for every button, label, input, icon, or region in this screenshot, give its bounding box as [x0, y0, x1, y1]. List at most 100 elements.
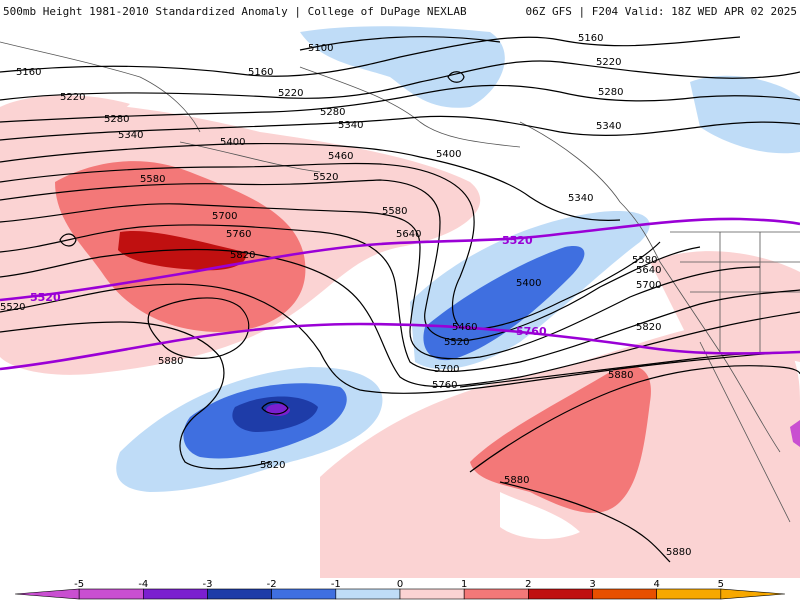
legend-tick-label: -3: [203, 579, 213, 590]
contour-label: 5160: [248, 67, 273, 78]
contour-5880-east: [469, 365, 800, 473]
contour-5880-south: [499, 481, 671, 563]
anomaly-region-pos3-west: [118, 231, 246, 271]
legend-tick-label: 1: [461, 579, 467, 590]
contour-label: 5520: [0, 302, 25, 313]
anomaly-region-neutral-gap: [500, 492, 580, 539]
contour-low-ring-south: [261, 401, 289, 415]
legend-tick-label: -1: [331, 579, 341, 590]
legend-tick-label: 0: [397, 579, 403, 590]
contour-5400: [0, 142, 621, 221]
contour-5580: [0, 203, 761, 360]
highlight-contour-5520: [0, 217, 800, 302]
title-left: 500mb Height 1981-2010 Standardized Anom…: [3, 4, 467, 18]
contour-low-ring-north: [447, 71, 465, 83]
contour-label: 5880: [608, 370, 633, 381]
contour-labels: 5100 5160 5160 5160 5220 5220 5220 5280 5280 5280…: [0, 33, 691, 558]
contour-label: 5820: [636, 322, 661, 333]
map-canvas: 5100 5160 5160 5160 5220 5220 5220 5280 5280 5280…: [0, 26, 800, 578]
legend-tick-label: 4: [653, 579, 659, 590]
contour-5160: [0, 36, 741, 77]
contour-label: 5520: [313, 172, 338, 183]
contour-label: 5880: [158, 356, 183, 367]
contour-label: 5280: [104, 114, 129, 125]
baja-coast: [699, 341, 791, 523]
highlight-contours: [0, 217, 800, 371]
legend-tick-label: -2: [267, 579, 277, 590]
highlight-contour-5760: [0, 322, 800, 371]
contour-label: 5880: [666, 547, 691, 558]
contour-label: 5280: [320, 107, 345, 118]
map-panel: 5100 5160 5160 5160 5220 5220 5220 5280 5280 5280…: [0, 22, 800, 578]
contour-5700: [0, 248, 800, 388]
contour-5760: [0, 283, 800, 394]
contour-label: 5160: [578, 33, 603, 44]
contour-label: 5400: [220, 137, 245, 148]
legend-tick-label: -5: [74, 579, 84, 590]
contour-5100: [299, 36, 501, 51]
legend-color-swatch: [78, 588, 144, 600]
coastline-north-america: [519, 121, 781, 453]
contour-label: 5340: [596, 121, 621, 132]
contour-label: 5700: [636, 280, 661, 291]
legend-color-swatch: [656, 588, 722, 600]
contour-label: 5460: [328, 151, 353, 162]
anomaly-region-neg4-core: [266, 404, 290, 416]
contour-5820-west: [0, 321, 271, 470]
contour-label: 5880: [504, 475, 529, 486]
contour-label: 5580: [632, 255, 657, 266]
contour-label: 5160: [16, 67, 41, 78]
contour-label: 5220: [278, 88, 303, 99]
contour-5280: [0, 84, 800, 123]
us-state-borders: [670, 231, 800, 352]
legend-arrow-left: [14, 588, 80, 600]
contour-5220: [0, 60, 800, 101]
contour-label: 5280: [598, 87, 623, 98]
contour-5520-main: [0, 179, 701, 341]
contour-5340: [0, 115, 800, 141]
highlight-contour-label: 5520: [502, 234, 533, 247]
contour-label: 5640: [396, 229, 421, 240]
highlight-contour-label: 5520: [30, 291, 61, 304]
contour-label: 5580: [382, 206, 407, 217]
contour-label: 5700: [212, 211, 237, 222]
contour-label: 5580: [140, 174, 165, 185]
legend-color-swatch: [592, 588, 657, 600]
anomaly-region-pos1-north: [0, 95, 130, 144]
height-contours: [0, 36, 800, 563]
contour-5640: [0, 224, 800, 373]
contour-label: 5520: [444, 337, 469, 348]
contour-label: 5340: [568, 193, 593, 204]
highlight-labels: 5520 5520 5760: [30, 234, 547, 338]
legend-color-swatch: [528, 588, 593, 600]
legend-color-swatch: [463, 588, 529, 600]
highlight-contour-label: 5760: [516, 325, 547, 338]
contour-label: 5340: [118, 130, 143, 141]
legend-color-swatch: [399, 588, 465, 600]
coastline-asia: [0, 41, 201, 133]
contour-label: 5400: [516, 278, 541, 289]
anomaly-region-pos2-southeast: [470, 366, 651, 513]
legend-tick-label: 5: [718, 579, 724, 590]
contour-label: 5700: [434, 364, 459, 375]
legend-tick-label: -4: [138, 579, 148, 590]
contour-low-ring-west: [59, 233, 77, 247]
legend-color-swatch: [207, 588, 272, 600]
anomaly-shading: [0, 26, 800, 578]
contour-label: 5640: [636, 265, 661, 276]
coastline-alaska: [299, 66, 521, 148]
legend-colorbar: [14, 588, 786, 600]
contour-label: 5100: [308, 43, 333, 54]
legend-arrow-right: [720, 588, 786, 600]
contour-label: 5400: [436, 149, 461, 160]
legend-tick-label: 2: [525, 579, 531, 590]
anomaly-region-neg1-ne: [690, 75, 800, 154]
anomaly-region-neg2-trough: [423, 246, 585, 361]
contour-label: 5820: [260, 460, 285, 471]
legend-ticks: -5 -4 -3 -2 -1 0 1 2 3 4 5: [74, 579, 724, 590]
anomaly-region-neg5-edge: [790, 420, 800, 447]
contour-5880-west: [147, 297, 250, 359]
title-bar: 500mb Height 1981-2010 Standardized Anom…: [0, 0, 800, 22]
contour-label: 5220: [60, 92, 85, 103]
contour-label: 5760: [432, 380, 457, 391]
